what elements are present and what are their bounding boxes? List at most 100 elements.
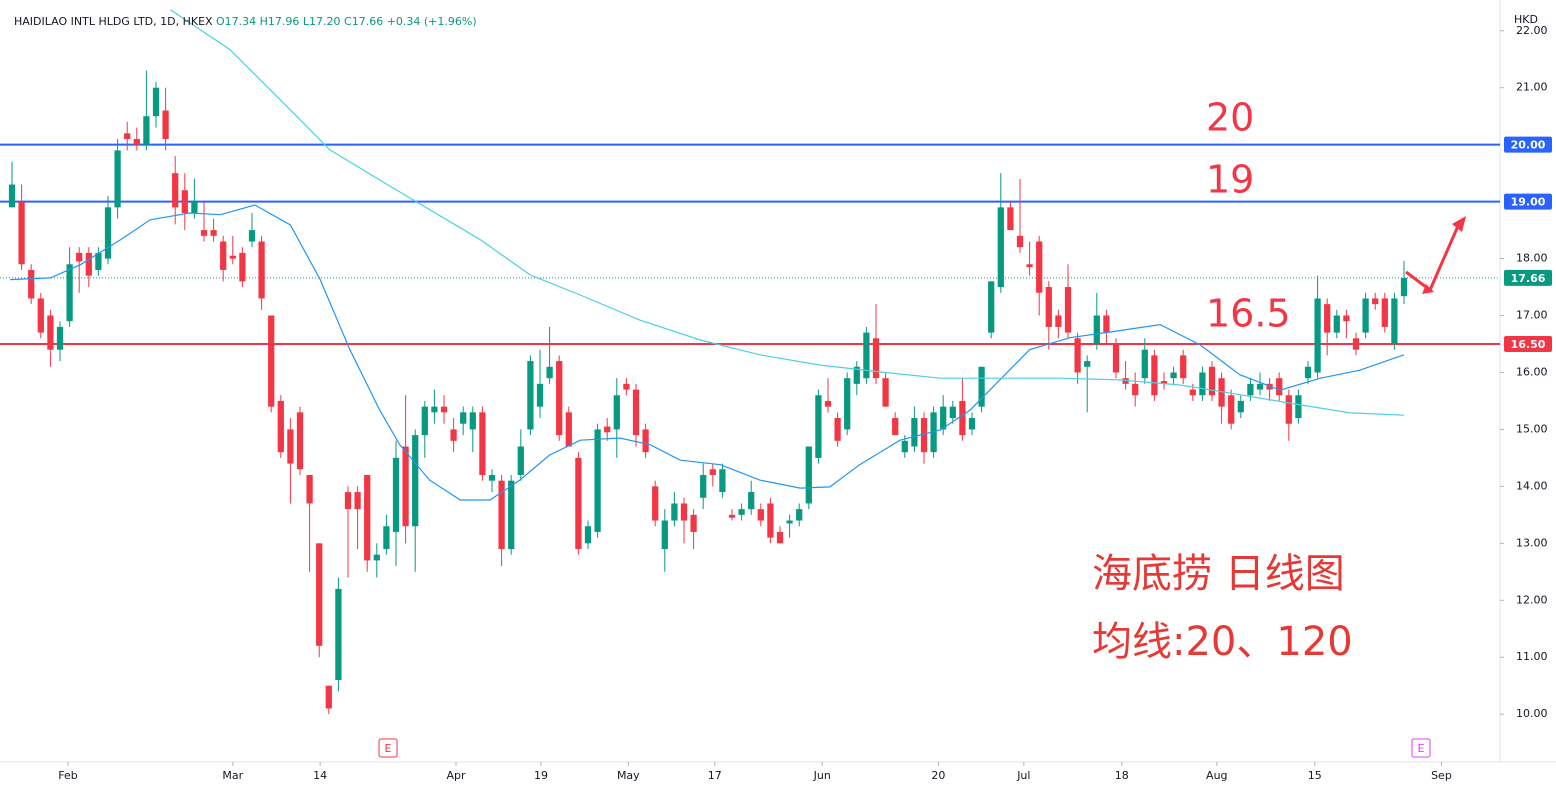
candle-body xyxy=(47,315,54,350)
price-label-box xyxy=(1504,136,1552,153)
x-tick-label: 14 xyxy=(313,769,327,782)
candle-body xyxy=(364,474,371,561)
event-marker xyxy=(1411,738,1431,758)
candle-body xyxy=(229,255,236,259)
candle-body xyxy=(748,492,755,510)
x-tick-label: Apr xyxy=(446,769,466,782)
candle-body xyxy=(815,395,822,458)
candle-body xyxy=(680,503,688,521)
candle-body xyxy=(978,366,985,407)
price-label: 19.00 xyxy=(1511,196,1546,209)
candle-body xyxy=(728,514,736,518)
candle-body xyxy=(1122,378,1129,384)
candle-body xyxy=(892,418,899,436)
candle-body xyxy=(1352,338,1360,350)
candle-body xyxy=(959,400,966,436)
candle-body xyxy=(66,264,73,322)
candle-body xyxy=(287,429,294,464)
candle-body xyxy=(700,474,707,498)
candle-body xyxy=(1208,366,1216,396)
candle-body xyxy=(988,281,995,333)
plot-area xyxy=(0,9,1500,715)
candle-body xyxy=(1218,378,1225,407)
candle-body xyxy=(210,230,217,236)
candle-body xyxy=(940,406,947,430)
x-tick-label: Sep xyxy=(1431,769,1452,782)
candle-body xyxy=(1372,298,1379,305)
candle-body xyxy=(460,412,467,424)
candle-body xyxy=(18,201,25,265)
candle-body xyxy=(76,252,83,262)
candle-body xyxy=(1160,381,1168,384)
candle-body xyxy=(1112,343,1120,373)
price-label: 16.50 xyxy=(1511,338,1546,351)
candle-body xyxy=(546,366,553,379)
candle-body xyxy=(191,201,198,214)
candle-body xyxy=(968,418,976,430)
y-tick-label: 16.00 xyxy=(1516,365,1548,378)
candle-body xyxy=(757,509,764,521)
candle-body xyxy=(1256,383,1264,390)
x-tick-label: May xyxy=(617,769,640,782)
candle-body xyxy=(1391,298,1398,344)
candle-body xyxy=(623,383,630,390)
candle-body xyxy=(114,150,121,208)
candle-body xyxy=(1324,304,1331,333)
candle-body xyxy=(421,406,428,436)
candle-body xyxy=(652,486,659,521)
candle-body xyxy=(911,418,918,447)
candle-body xyxy=(1247,383,1254,396)
y-tick-label: 12.00 xyxy=(1516,593,1548,606)
y-tick-label: 10.00 xyxy=(1516,707,1548,720)
candle-body xyxy=(402,446,409,527)
arrow-head xyxy=(1422,284,1434,294)
candle-body xyxy=(1064,287,1072,333)
candle-body xyxy=(661,520,668,550)
candle-body xyxy=(786,520,793,524)
candle-body xyxy=(383,526,390,550)
candle-body xyxy=(863,332,870,379)
candle-body xyxy=(1132,383,1139,396)
y-tick-label: 15.00 xyxy=(1516,422,1548,435)
candle-body xyxy=(56,326,64,350)
candle-body xyxy=(824,400,832,407)
candle-body xyxy=(1045,287,1052,327)
candle-body xyxy=(796,509,803,521)
candle-body xyxy=(738,509,745,515)
candle-body xyxy=(344,492,352,510)
y-tick-label: 13.00 xyxy=(1516,536,1548,549)
y-tick-label: 21.00 xyxy=(1516,81,1548,94)
candle-body xyxy=(124,133,131,139)
candle-body xyxy=(527,361,534,430)
y-tick-label: 17.00 xyxy=(1516,309,1548,322)
candle-body xyxy=(1314,298,1321,373)
candle-body xyxy=(1189,389,1196,396)
candle-body xyxy=(152,87,160,117)
candle-body xyxy=(594,429,601,532)
candle-body xyxy=(479,412,486,475)
arrow-head xyxy=(1452,216,1466,232)
candle-body xyxy=(1141,349,1148,379)
candle-body xyxy=(1266,383,1273,390)
candle-body xyxy=(37,298,44,333)
candle-body xyxy=(1180,355,1187,379)
candle-body xyxy=(392,457,400,532)
x-tick-label: 20 xyxy=(931,769,945,782)
candle-body xyxy=(882,378,889,407)
y-tick-label: 22.00 xyxy=(1516,24,1548,37)
candle-body xyxy=(277,400,284,453)
candle-body xyxy=(172,173,179,208)
candle-body xyxy=(1304,366,1312,379)
price-label-box xyxy=(1504,335,1552,352)
candle-body xyxy=(258,241,265,299)
candle-body xyxy=(719,469,726,493)
candle-body xyxy=(498,480,505,550)
x-tick-label: Jun xyxy=(813,769,831,782)
candle-body xyxy=(604,426,611,433)
candle-body xyxy=(1016,235,1024,248)
annotation: 海底捞 日线图 xyxy=(1092,551,1345,597)
candle-body xyxy=(949,406,956,419)
y-tick-label: 14.00 xyxy=(1516,479,1548,492)
candle-body xyxy=(920,418,928,453)
